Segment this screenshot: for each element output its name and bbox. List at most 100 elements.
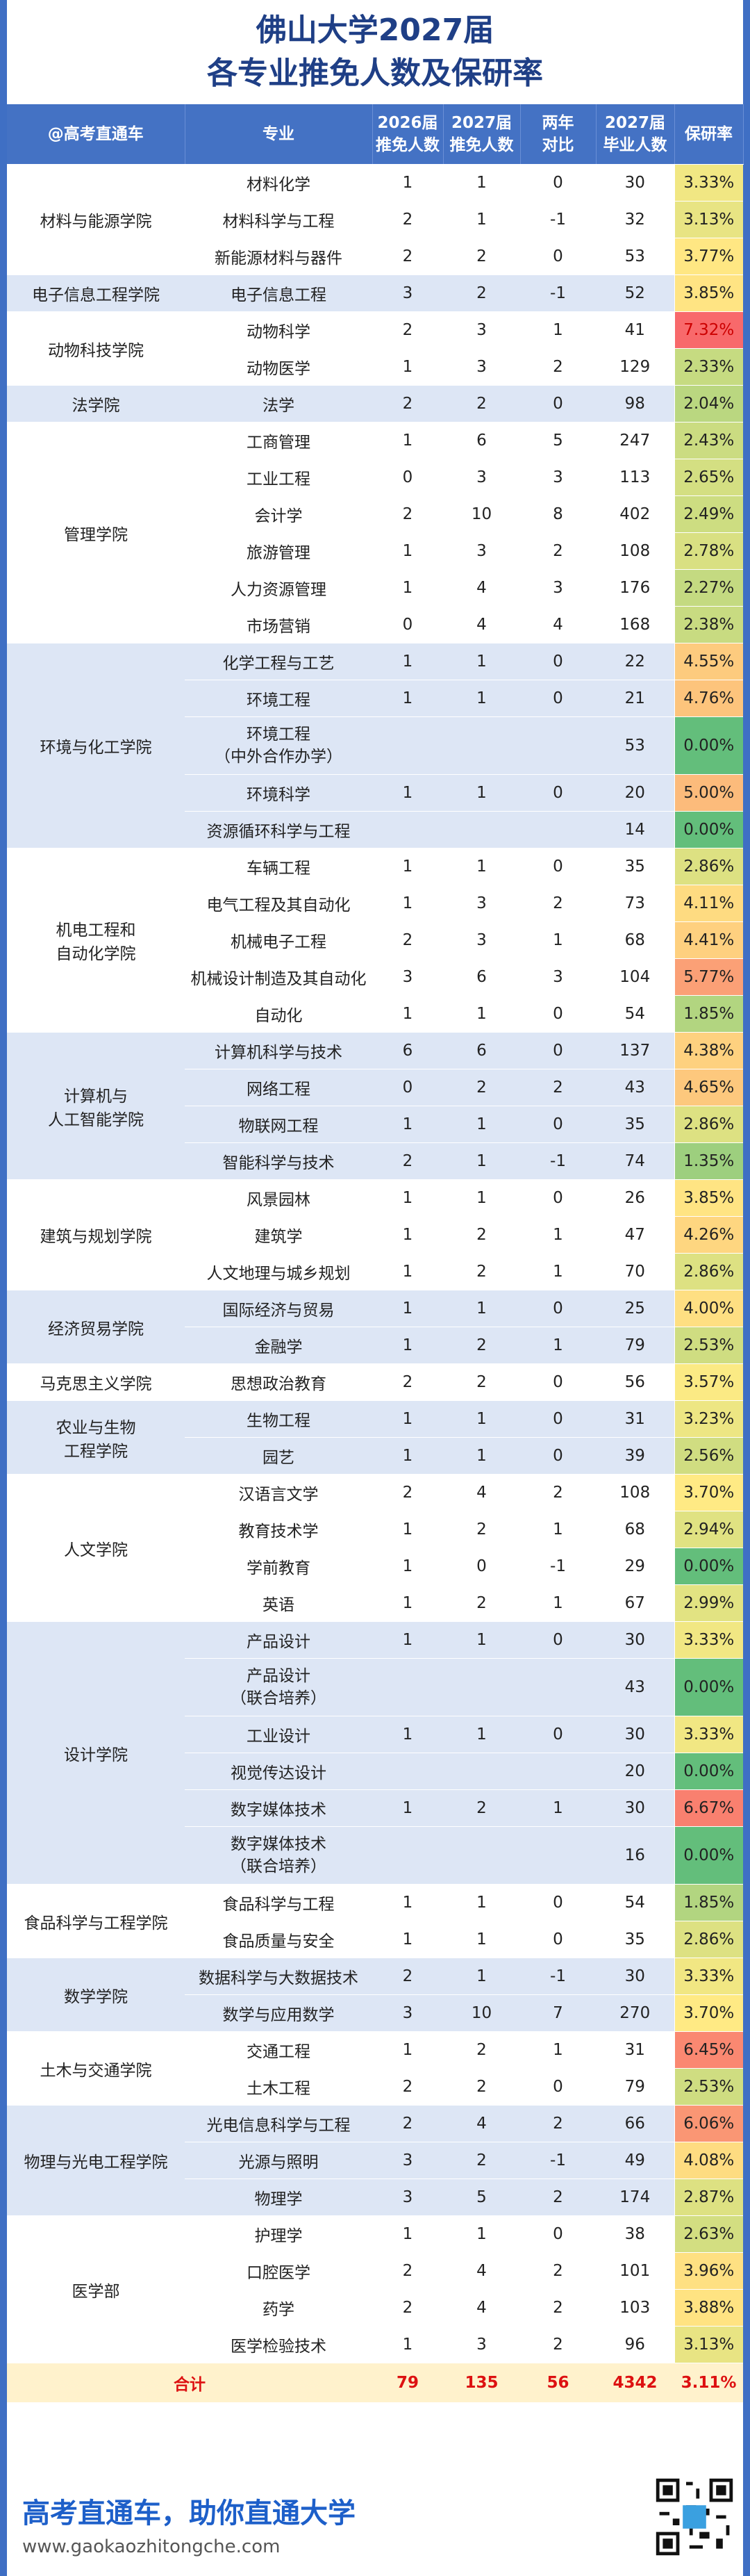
number-cell: 1 [372,1179,443,1217]
major-cell: 动物科学 [185,311,372,349]
data-table: @高考直通车 专业 2026届 推免人数 2027届 推免人数 两年 对比 2027届 毕… [7,104,744,2403]
major-cell: 教育技术学 [185,1511,372,1548]
number-cell: 74 [596,1142,674,1180]
rate-cell: 4.11% [674,885,743,922]
number-cell: 3 [443,885,520,922]
table-row: 英语 1 2 1 67 2.99% [7,1584,743,1622]
major-cell: 材料科学与工程 [185,201,372,238]
rate-cell: 3.33% [674,1716,743,1753]
number-cell: 4 [520,606,596,643]
college-cell: 建筑与规划学院 [7,1179,185,1290]
number-cell: 43 [596,1069,674,1106]
number-cell: 2 [443,1584,520,1622]
number-cell: 1 [372,1290,443,1327]
rate-cell: 3.96% [674,2252,743,2290]
table-row: 数字媒体技术 1 2 1 30 6.67% [7,1789,743,1827]
table-row: 机械电子工程 2 3 1 68 4.41% [7,921,743,959]
number-cell [520,1753,596,1790]
number-cell: 1 [443,643,520,680]
number-cell: 1 [372,1327,443,1364]
number-cell [520,1658,596,1716]
number-cell: 1 [372,774,443,812]
table-row: 市场营销 0 4 4 168 2.38% [7,606,743,643]
table-row: 工业设计 1 1 0 30 3.33% [7,1716,743,1753]
number-cell: 1 [520,2031,596,2069]
table-row: 建筑与规划学院 风景园林 1 1 0 26 3.85% [7,1179,743,1290]
number-cell: 0 [443,1548,520,1585]
major-cell: 环境科学 [185,774,372,812]
major-cell: 园艺 [185,1437,372,1475]
number-cell: 0 [520,2215,596,2253]
number-cell: 1 [372,1400,443,1438]
table-row: 法学院 法学 2 2 0 98 2.04% [7,385,743,423]
number-cell: 1 [443,1958,520,1995]
number-cell: 1 [443,680,520,717]
number-cell: 3 [372,274,443,312]
number-cell: 1 [520,1253,596,1290]
number-cell: 1 [372,848,443,885]
number-cell: 53 [596,238,674,275]
major-cell: 人力资源管理 [185,569,372,607]
rate-cell: 6.06% [674,2105,743,2142]
number-cell: 41 [596,311,674,349]
number-cell: 4 [443,2252,520,2290]
rate-cell: 2.63% [674,2215,743,2253]
rate-cell: 4.65% [674,1069,743,1106]
table-row: 动物科技学院 动物科学 2 3 1 41 7.32% [7,311,743,386]
number-cell: 0 [520,164,596,202]
major-cell: 学前教育 [185,1548,372,1585]
number-cell: 1 [372,680,443,717]
number-cell: 2 [443,274,520,312]
major-cell: 机械电子工程 [185,921,372,959]
table-row: 管理学院 工商管理 1 6 5 247 2.43% [7,422,743,643]
college-cell: 管理学院 [7,422,185,643]
number-cell: 2 [372,2068,443,2106]
number-cell: 30 [596,164,674,202]
number-cell: 2 [443,2068,520,2106]
number-cell: 2 [443,385,520,423]
major-cell: 食品质量与安全 [185,1921,372,1958]
number-cell: 8 [520,495,596,533]
number-cell: 56 [596,1363,674,1401]
number-cell: -1 [520,1548,596,1585]
number-cell: 68 [596,921,674,959]
number-cell: 0 [520,1032,596,1069]
major-cell: 数字媒体技术 （联合培养） [185,1826,372,1885]
number-cell: 66 [596,2105,674,2142]
number-cell: 1 [372,1437,443,1475]
rate-cell: 3.33% [674,164,743,202]
column-header: 专业 [185,104,373,165]
table-row: 工业工程 0 3 3 113 2.65% [7,459,743,496]
college-cell: 马克思主义学院 [7,1363,185,1401]
college-cell: 经济贸易学院 [7,1290,185,1364]
rate-cell: 3.23% [674,1400,743,1438]
column-header: @高考直通车 [7,104,185,165]
rate-cell: 0.00% [674,1753,743,1790]
number-cell: 3 [372,2142,443,2179]
number-cell: 1 [372,995,443,1033]
table-row: 材料科学与工程 2 1 -1 32 3.13% [7,201,743,238]
number-cell: 4 [443,1474,520,1511]
number-cell: 14 [596,811,674,848]
number-cell: 32 [596,201,674,238]
number-cell: 79 [596,2068,674,2106]
rate-cell: 3.33% [674,1958,743,1995]
number-cell: 1 [372,1253,443,1290]
rate-cell: 2.86% [674,848,743,885]
table-row: 物联网工程 1 1 0 35 2.86% [7,1106,743,1143]
column-header: 两年 对比 [520,104,597,165]
table-row: 智能科学与技术 2 1 -1 74 1.35% [7,1142,743,1180]
number-cell: 247 [596,422,674,459]
table-row: 教育技术学 1 2 1 68 2.94% [7,1511,743,1548]
table-row: 会计学 2 10 8 402 2.49% [7,495,743,533]
rate-cell: 3.57% [674,1363,743,1401]
rate-cell: 3.13% [674,201,743,238]
table-row: 物理与光电工程学院 光电信息科学与工程 2 4 2 66 6.06% [7,2105,743,2216]
college-cell: 食品科学与工程学院 [7,1884,185,1958]
college-cell: 设计学院 [7,1621,185,1885]
number-cell: 1 [443,1621,520,1659]
major-cell: 材料化学 [185,164,372,202]
major-cell: 智能科学与技术 [185,1142,372,1180]
major-cell: 视觉传达设计 [185,1753,372,1790]
